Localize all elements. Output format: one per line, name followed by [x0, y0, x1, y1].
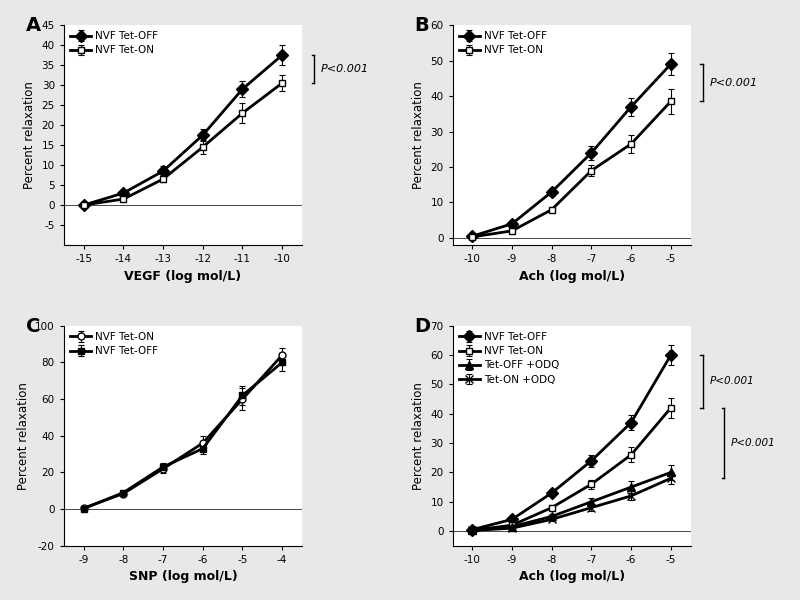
Legend: NVF Tet-OFF, NVF Tet-ON: NVF Tet-OFF, NVF Tet-ON [458, 30, 548, 56]
Y-axis label: Percent relaxation: Percent relaxation [412, 382, 425, 490]
Text: P<0.001: P<0.001 [731, 438, 776, 448]
Text: P<0.001: P<0.001 [710, 78, 758, 88]
X-axis label: VEGF (log mol/L): VEGF (log mol/L) [124, 269, 242, 283]
Text: A: A [26, 16, 41, 35]
Y-axis label: Percent relaxation: Percent relaxation [23, 81, 36, 189]
Text: P<0.001: P<0.001 [321, 64, 370, 74]
Legend: NVF Tet-OFF, NVF Tet-ON: NVF Tet-OFF, NVF Tet-ON [69, 30, 159, 56]
X-axis label: Ach (log mol/L): Ach (log mol/L) [518, 571, 625, 583]
Y-axis label: Percent relaxation: Percent relaxation [17, 382, 30, 490]
X-axis label: Ach (log mol/L): Ach (log mol/L) [518, 269, 625, 283]
Legend: NVF Tet-ON, NVF Tet-OFF: NVF Tet-ON, NVF Tet-OFF [69, 331, 159, 357]
Text: C: C [26, 317, 40, 336]
Text: B: B [414, 16, 429, 35]
Text: D: D [414, 317, 430, 336]
Text: P<0.001: P<0.001 [710, 376, 754, 386]
Legend: NVF Tet-OFF, NVF Tet-ON, Tet-OFF +ODQ, Tet-ON +ODQ: NVF Tet-OFF, NVF Tet-ON, Tet-OFF +ODQ, T… [458, 331, 560, 386]
Y-axis label: Percent relaxation: Percent relaxation [412, 81, 425, 189]
X-axis label: SNP (log mol/L): SNP (log mol/L) [129, 571, 238, 583]
